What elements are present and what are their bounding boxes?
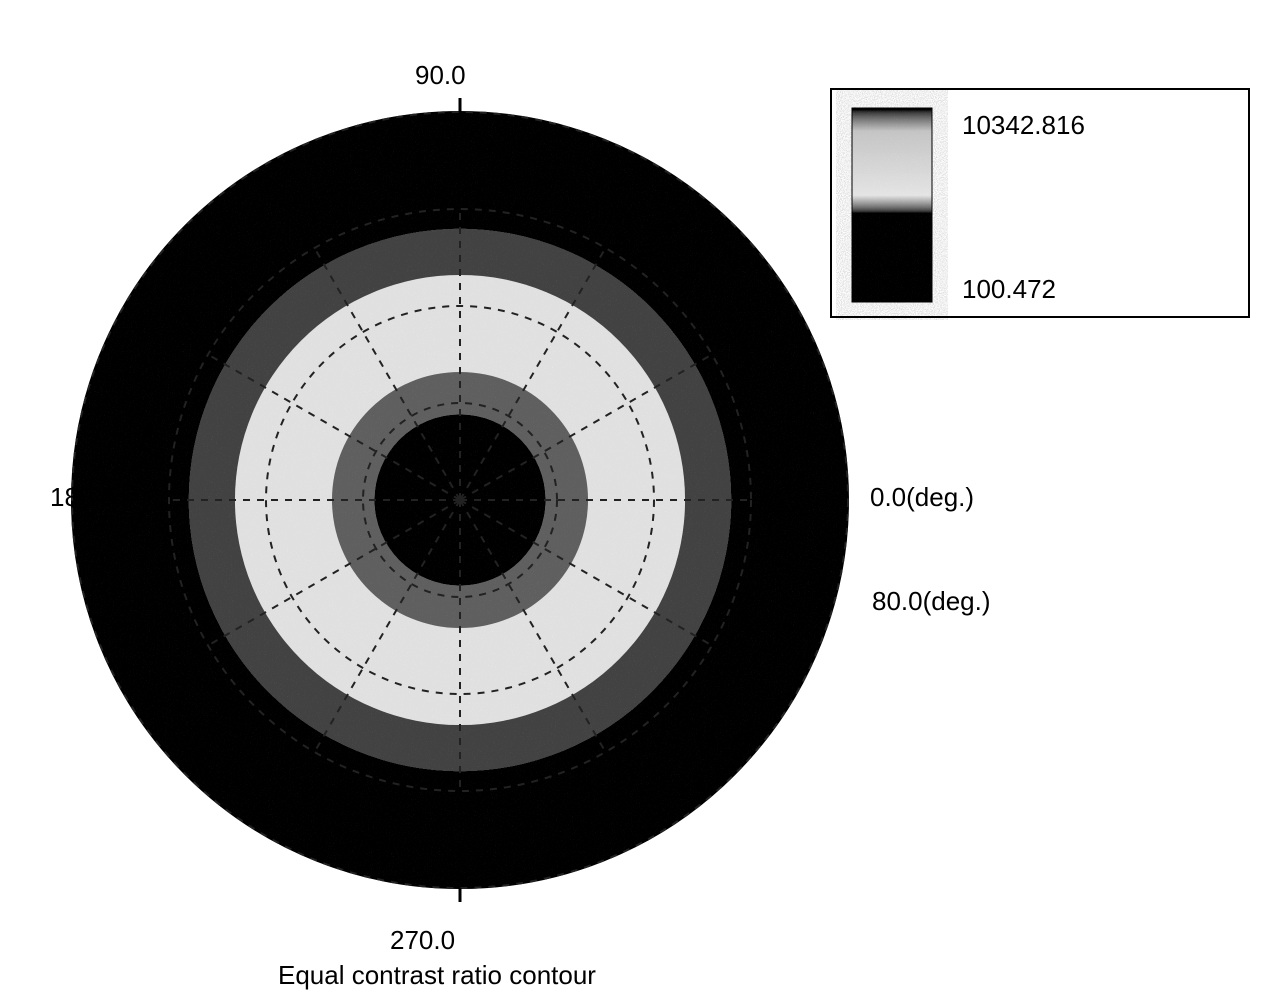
polar-contour-figure: 90.0 0.0(deg.) 80.0(deg.) 270.0 180.0 Eq… <box>0 0 1281 1006</box>
figure-caption: Equal contrast ratio contour <box>278 960 596 991</box>
angle-label-180: 180.0 <box>50 482 115 513</box>
angle-label-90: 90.0 <box>415 60 466 91</box>
angle-label-80: 80.0(deg.) <box>872 586 991 617</box>
legend-box: 10342.816 100.472 <box>830 88 1250 318</box>
angle-label-270: 270.0 <box>390 925 455 956</box>
legend-min-label: 100.472 <box>962 274 1056 305</box>
legend-max-label: 10342.816 <box>962 110 1085 141</box>
angle-label-0: 0.0(deg.) <box>870 482 974 513</box>
